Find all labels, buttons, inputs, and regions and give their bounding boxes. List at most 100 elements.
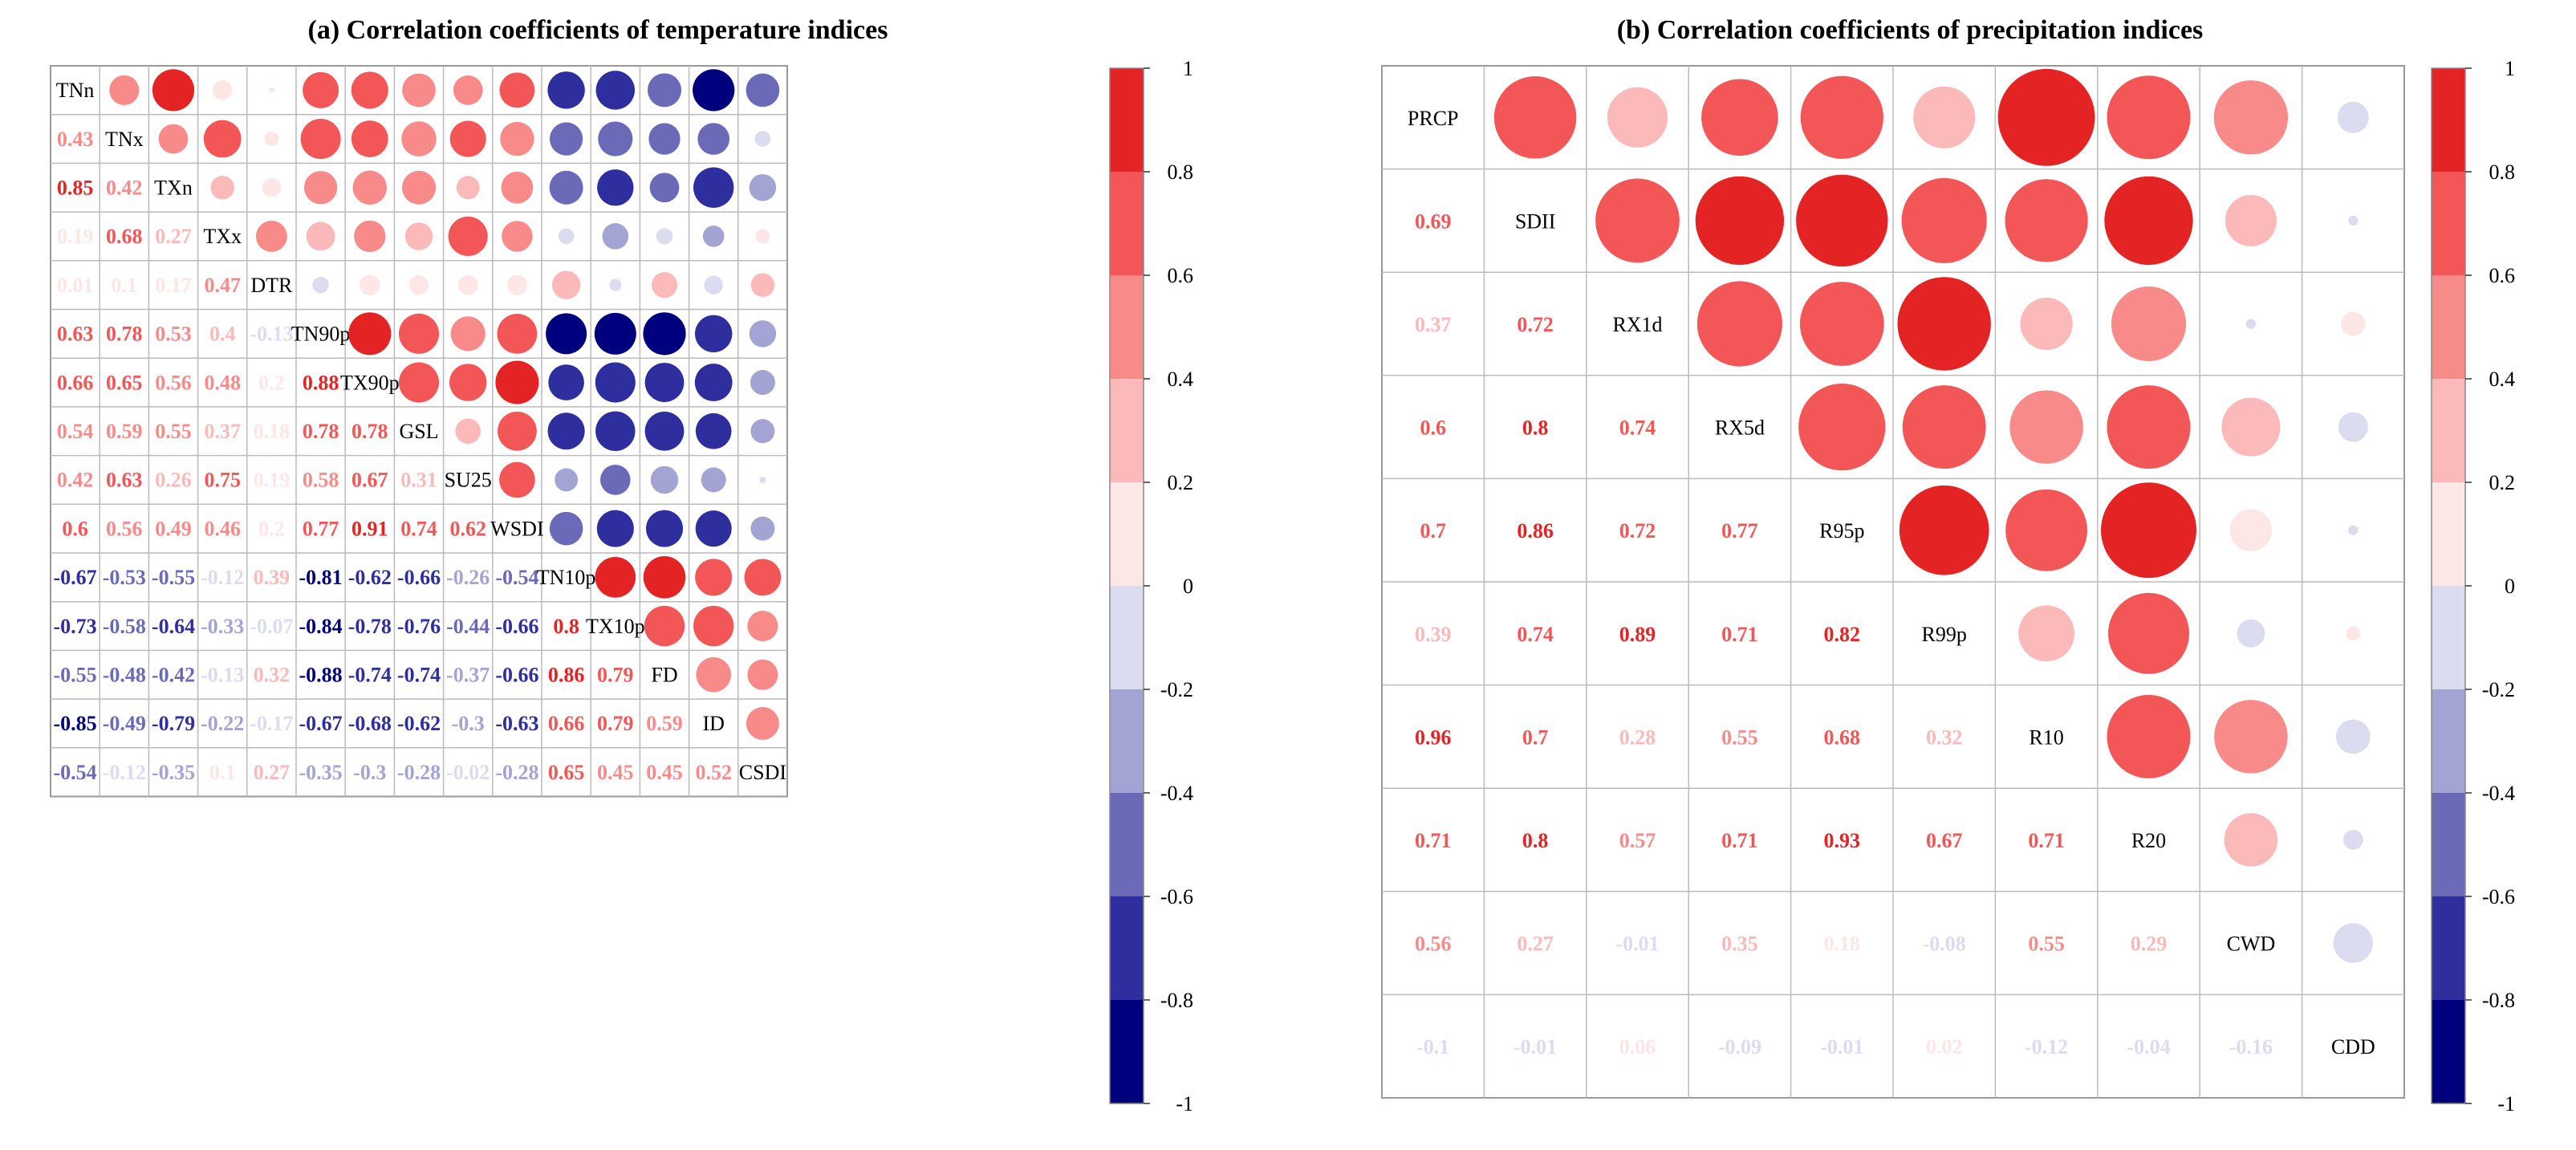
coefficient-label: 0.89 <box>1619 623 1656 646</box>
coefficient-label: 0.57 <box>1619 829 1656 852</box>
diagonal-label-su25: SU25 <box>445 469 492 492</box>
correlation-circle <box>694 315 733 353</box>
coefficient-label: 0.2 <box>258 371 285 394</box>
coefficient-label: 0.56 <box>1415 933 1452 956</box>
coefficient-label: 0.74 <box>400 517 437 540</box>
correlation-circle <box>595 71 636 110</box>
coefficient-label: 0.72 <box>1619 519 1656 542</box>
coefficient-label: -0.66 <box>495 615 538 638</box>
colorbar-tick-label: 0.4 <box>1168 368 1194 391</box>
correlation-circle <box>596 510 634 547</box>
correlation-circle <box>495 360 539 404</box>
coefficient-label: 0.37 <box>1415 313 1452 336</box>
correlation-circle <box>648 123 681 155</box>
coefficient-label: 0.71 <box>1415 829 1452 852</box>
coefficient-label: 0.7 <box>1522 725 1549 749</box>
coefficient-label: -0.01 <box>1820 1035 1863 1059</box>
coefficient-label: 0.78 <box>303 420 339 443</box>
correlation-circle <box>1796 174 1888 267</box>
coefficient-label: 0.78 <box>106 323 143 346</box>
correlation-circle <box>2100 482 2197 579</box>
coefficient-label: -0.01 <box>1615 933 1659 956</box>
coefficient-label: -0.66 <box>495 664 538 687</box>
correlation-circle <box>2107 75 2191 160</box>
correlation-circle <box>602 223 629 250</box>
coefficient-label: 0.55 <box>2028 933 2065 956</box>
coefficient-label: -0.37 <box>446 664 490 687</box>
correlation-circle <box>645 510 684 547</box>
correlation-circle <box>2224 813 2278 867</box>
coefficient-label: 0.71 <box>1721 623 1758 646</box>
coefficient-label: 0.79 <box>597 712 634 735</box>
correlation-circle <box>2111 286 2187 362</box>
correlation-circle <box>404 222 433 250</box>
coefficient-label: -0.44 <box>446 615 490 638</box>
coefficient-label: -0.3 <box>353 761 386 784</box>
coefficient-label: -0.12 <box>103 761 146 784</box>
coefficient-label: -0.88 <box>299 664 343 687</box>
colorbar-segment <box>1110 482 1144 587</box>
correlation-circle <box>551 270 581 299</box>
coefficient-label: -0.28 <box>397 761 441 784</box>
diagonal-label-txx: TXx <box>203 225 242 248</box>
coefficient-label: 0.39 <box>254 566 291 589</box>
correlation-circle <box>210 176 234 200</box>
coefficient-label: -0.55 <box>54 664 97 687</box>
correlation-circle <box>746 707 779 740</box>
correlation-circle <box>449 364 487 401</box>
matrix-frame <box>50 65 788 798</box>
coefficient-label: 0.19 <box>254 469 291 492</box>
correlation-circle <box>693 69 735 112</box>
correlation-circle <box>2237 619 2265 648</box>
correlation-circle <box>644 411 685 451</box>
correlation-circle <box>408 275 429 295</box>
colorbar-segment <box>1110 68 1144 173</box>
coefficient-label: 0.53 <box>155 323 192 346</box>
correlation-circle <box>1607 87 1668 148</box>
colorbar-segment <box>2432 793 2465 897</box>
coefficient-label: 0.63 <box>57 323 94 346</box>
correlation-circle <box>656 228 673 245</box>
correlation-circle <box>300 119 341 160</box>
coefficient-label: 0.63 <box>106 469 143 492</box>
correlation-circle <box>2337 101 2369 133</box>
coefficient-label: 0.27 <box>1517 933 1554 956</box>
correlation-circle <box>594 312 636 355</box>
diagonal-label-cdd: CDD <box>2331 1035 2375 1059</box>
correlation-circle <box>450 316 486 352</box>
correlation-circle <box>502 221 533 252</box>
correlation-circle <box>644 363 685 402</box>
colorbar-segment <box>2432 379 2465 483</box>
coefficient-label: -0.81 <box>299 566 343 589</box>
diagonal-label-rx5d: RX5d <box>1715 417 1765 440</box>
correlation-circle <box>755 229 770 244</box>
coefficient-label: 0.42 <box>57 469 94 492</box>
correlation-circle <box>695 412 732 449</box>
correlation-circle <box>348 312 392 356</box>
correlation-circle <box>749 173 777 201</box>
correlation-circle <box>351 120 388 157</box>
colorbar-tick-label: -0.2 <box>2482 678 2515 701</box>
diagonal-label-r99p: R99p <box>1922 623 1967 646</box>
coefficient-label: 0.49 <box>155 517 192 540</box>
correlation-circle <box>2107 385 2191 469</box>
colorbar-segment <box>1110 896 1144 1001</box>
correlation-circle <box>649 173 680 203</box>
correlation-circle <box>754 131 771 147</box>
colorbar-tick-label: 0 <box>1183 575 1193 598</box>
correlation-circle <box>548 364 584 400</box>
coefficient-label: -0.85 <box>54 712 97 735</box>
coefficient-label: -0.13 <box>250 323 293 346</box>
coefficient-label: 0.93 <box>1824 829 1861 852</box>
panel-a-temperature-matrix: TNn 0.43 TNx 0.85 0.42 TXn 0.19 0.68 0.27 TXx 0.01… <box>50 57 1194 1115</box>
coefficient-label: -0.64 <box>152 615 195 638</box>
coefficient-label: -0.73 <box>54 615 97 638</box>
coefficient-label: 0.74 <box>1619 417 1656 440</box>
correlation-circle <box>264 132 279 147</box>
colorbar-segment <box>2432 689 2465 794</box>
correlation-circle <box>2341 311 2366 336</box>
correlation-circle <box>2348 525 2359 535</box>
correlation-circle <box>643 556 686 599</box>
correlation-circle <box>750 516 775 541</box>
